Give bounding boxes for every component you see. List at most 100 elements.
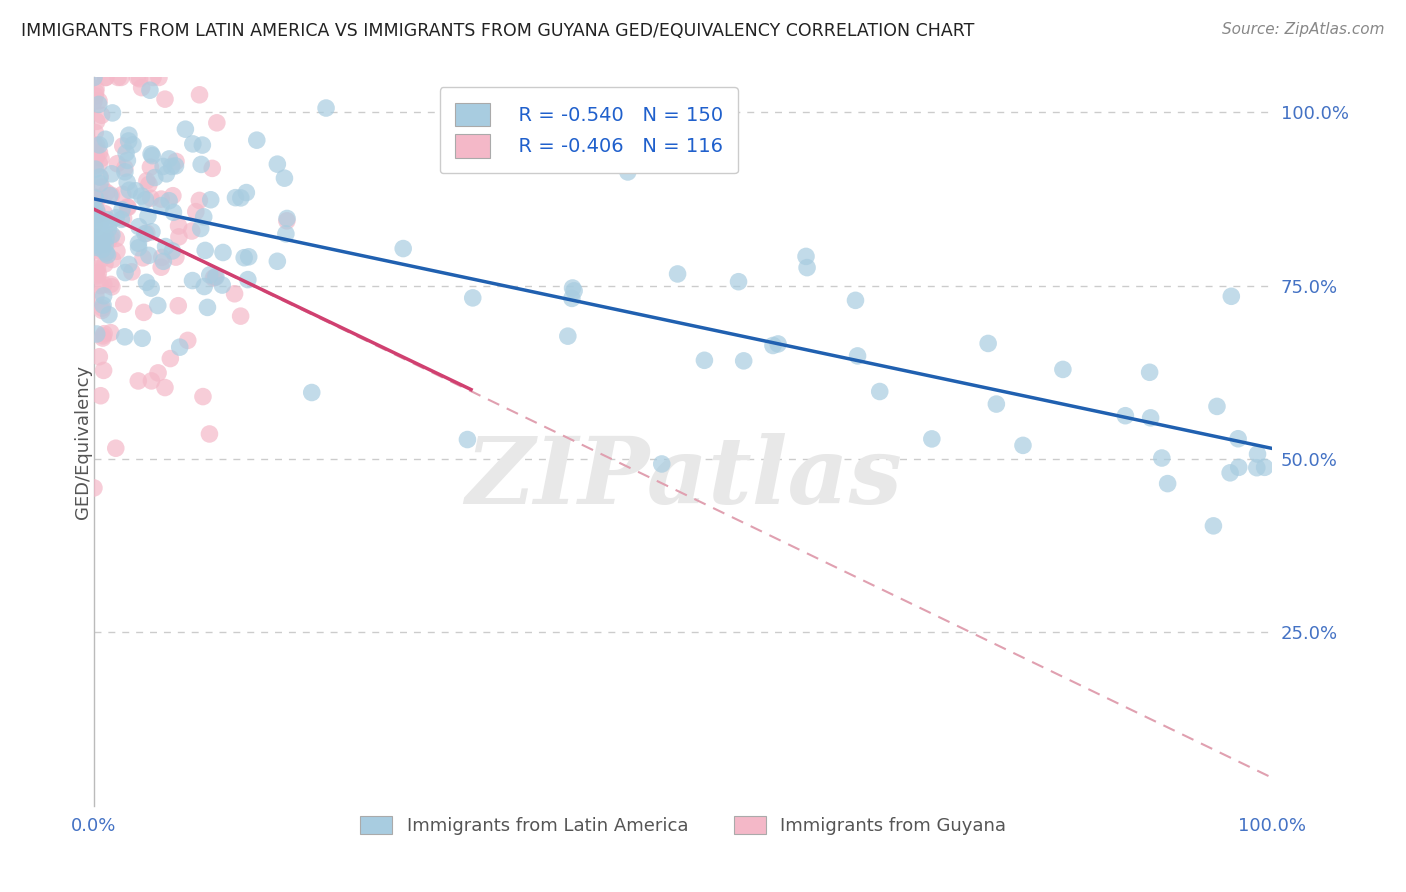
Point: [146, 366, 169, 380]
Point: [86, 265, 108, 279]
Point: [1150, 450, 1173, 465]
Point: [131, 331, 153, 345]
Point: [87, 211, 110, 226]
Point: [135, 193, 157, 207]
Point: [86, 243, 108, 257]
Point: [96, 212, 118, 227]
Point: [94, 231, 117, 245]
Point: [1227, 460, 1250, 475]
Point: [89, 177, 111, 191]
Point: [101, 252, 124, 267]
Point: [1206, 400, 1229, 414]
Point: [84, 193, 107, 207]
Point: [160, 160, 183, 174]
Point: [83, 95, 105, 109]
Legend: Immigrants from Latin America, Immigrants from Guyana: Immigrants from Latin America, Immigrant…: [352, 806, 1015, 844]
Point: [1246, 447, 1268, 461]
Point: [87, 94, 110, 108]
Point: [90, 108, 112, 122]
Point: [844, 293, 866, 308]
Point: [105, 211, 128, 225]
Point: [100, 188, 122, 202]
Point: [190, 221, 212, 235]
Point: [273, 171, 295, 186]
Point: [165, 154, 187, 169]
Point: [169, 340, 191, 354]
Point: [150, 251, 173, 265]
Point: [1246, 460, 1268, 475]
Point: [869, 384, 891, 399]
Point: [128, 71, 150, 86]
Point: [204, 270, 226, 285]
Point: [93, 206, 115, 220]
Point: [174, 122, 197, 136]
Point: [733, 354, 755, 368]
Point: [100, 230, 122, 244]
Point: [89, 156, 111, 170]
Point: [766, 337, 789, 351]
Point: [153, 380, 176, 394]
Point: [155, 167, 177, 181]
Point: [456, 433, 478, 447]
Point: [315, 101, 337, 115]
Point: [127, 374, 149, 388]
Point: [762, 338, 785, 352]
Point: [150, 260, 173, 275]
Point: [86, 203, 108, 218]
Point: [212, 245, 235, 260]
Point: [224, 191, 246, 205]
Point: [157, 152, 180, 166]
Point: [112, 211, 135, 226]
Point: [181, 274, 204, 288]
Point: [190, 157, 212, 171]
Point: [135, 174, 157, 188]
Point: [84, 88, 107, 103]
Point: [165, 159, 187, 173]
Point: [90, 389, 112, 403]
Point: [155, 239, 177, 253]
Point: [83, 235, 105, 249]
Point: [141, 225, 163, 239]
Point: [110, 212, 132, 227]
Point: [229, 309, 252, 323]
Point: [114, 266, 136, 280]
Point: [276, 211, 298, 226]
Point: [201, 161, 224, 176]
Point: [148, 70, 170, 85]
Point: [91, 301, 114, 315]
Point: [198, 268, 221, 282]
Point: [93, 326, 115, 341]
Point: [86, 114, 108, 128]
Point: [83, 196, 105, 211]
Point: [188, 87, 211, 102]
Point: [138, 248, 160, 262]
Point: [84, 289, 107, 303]
Point: [796, 260, 818, 275]
Point: [202, 271, 225, 285]
Point: [94, 257, 117, 271]
Point: [93, 277, 115, 292]
Point: [150, 192, 173, 206]
Point: [128, 219, 150, 234]
Point: [97, 222, 120, 236]
Point: [87, 229, 110, 244]
Point: [177, 334, 200, 348]
Point: [131, 80, 153, 95]
Point: [157, 194, 180, 208]
Y-axis label: GED/Equivalency: GED/Equivalency: [75, 365, 91, 518]
Point: [561, 292, 583, 306]
Point: [229, 191, 252, 205]
Point: [91, 303, 114, 318]
Point: [91, 298, 114, 312]
Point: [91, 331, 114, 345]
Point: [93, 289, 115, 303]
Point: [83, 223, 105, 237]
Point: [87, 97, 110, 112]
Point: [107, 70, 129, 85]
Point: [1052, 362, 1074, 376]
Text: ZIPatlas: ZIPatlas: [465, 433, 901, 523]
Point: [188, 194, 211, 208]
Point: [100, 167, 122, 181]
Point: [921, 432, 943, 446]
Point: [84, 162, 107, 177]
